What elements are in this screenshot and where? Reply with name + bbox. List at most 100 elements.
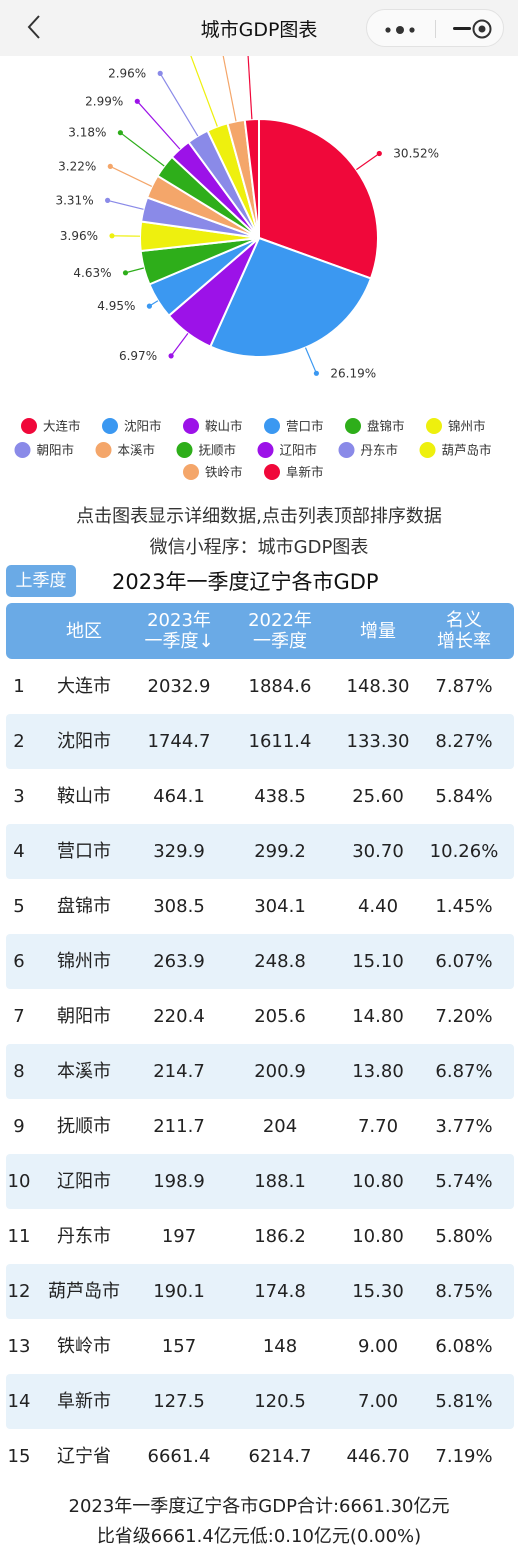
table-row[interactable]: 15 辽宁省 6661.4 6214.7 446.70 7.19% <box>6 1429 514 1484</box>
increase-cell: 25.60 <box>352 786 404 807</box>
increase-cell: 15.10 <box>352 951 404 972</box>
table-row[interactable]: 3 鞍山市 464.1 438.5 25.60 5.84% <box>6 769 514 824</box>
region-cell: 营口市 <box>57 841 111 862</box>
slice-label: 2.96% <box>108 66 146 80</box>
rank-cell: 3 <box>13 786 25 807</box>
legend-label: 营口市 <box>286 419 324 434</box>
legend-label: 朝阳市 <box>37 443 75 458</box>
growth-rate-cell: 10.26% <box>429 841 499 862</box>
legend-item[interactable]: 盘锦市 <box>345 418 405 434</box>
legend-item[interactable]: 沈阳市 <box>102 418 162 434</box>
table-row[interactable]: 2 沈阳市 1744.7 1611.4 133.30 8.27% <box>6 714 514 769</box>
table-row[interactable]: 12 葫芦岛市 190.1 174.8 15.30 8.75% <box>6 1264 514 1319</box>
header-region[interactable]: 地区 <box>66 620 102 642</box>
growth-rate-cell: 5.80% <box>435 1226 493 1247</box>
increase-cell: 10.80 <box>352 1171 404 1192</box>
top-navigation-bar: 城市GDP图表 <box>0 0 518 56</box>
legend-item[interactable]: 丹东市 <box>338 442 399 458</box>
legend-item[interactable]: 本溪市 <box>95 442 156 458</box>
region-cell: 朝阳市 <box>57 1006 111 1027</box>
legend-label: 鞍山市 <box>205 419 243 434</box>
rank-cell: 8 <box>13 1061 25 1082</box>
table-row[interactable]: 11 丹东市 197 186.2 10.80 5.80% <box>6 1209 514 1264</box>
gdp-2023-cell: 214.7 <box>153 1061 205 1082</box>
growth-rate-cell: 8.75% <box>435 1281 493 1302</box>
region-cell: 阜新市 <box>57 1391 111 1412</box>
table-row[interactable]: 4 营口市 329.9 299.2 30.70 10.26% <box>6 824 514 879</box>
previous-quarter-button[interactable]: 上季度 <box>6 565 76 597</box>
table-row[interactable]: 6 锦州市 263.9 248.8 15.10 6.07% <box>6 934 514 989</box>
gdp-pie-chart[interactable]: 30.52% 26.19% 6.97% 4.95% 4.63% 3.96% 3.31% 3.2… <box>0 56 518 496</box>
legend-label: 锦州市 <box>448 419 486 434</box>
legend-item[interactable]: 阜新市 <box>264 464 324 480</box>
region-cell: 丹东市 <box>57 1226 111 1247</box>
growth-rate-cell: 7.19% <box>435 1446 493 1467</box>
leader-dot <box>105 197 111 203</box>
leader-dot <box>157 70 163 76</box>
leader-line <box>107 199 144 210</box>
capsule-divider <box>435 20 436 38</box>
growth-rate-cell: 5.74% <box>435 1171 493 1192</box>
header-growth-rate[interactable]: 名义 增长率 <box>437 610 491 652</box>
pie-slice[interactable] <box>208 236 373 358</box>
legend-label: 辽阳市 <box>280 443 318 458</box>
region-cell: 葫芦岛市 <box>48 1281 120 1302</box>
gdp-2023-cell: 1744.7 <box>147 731 211 752</box>
minimize-icon[interactable] <box>453 27 471 30</box>
table-row[interactable]: 1 大连市 2032.9 1884.6 148.30 7.87% <box>6 659 514 714</box>
legend-swatch <box>14 442 31 458</box>
gdp-2023-cell: 308.5 <box>153 896 205 917</box>
legend-item[interactable]: 锦州市 <box>426 418 486 434</box>
table-row[interactable]: 8 本溪市 214.7 200.9 13.80 6.87% <box>6 1044 514 1099</box>
pie-slice[interactable] <box>258 117 379 280</box>
leader-line <box>110 165 153 187</box>
back-arrow-icon[interactable] <box>20 12 50 42</box>
table-row[interactable]: 7 朝阳市 220.4 205.6 14.80 7.20% <box>6 989 514 1044</box>
increase-cell: 148.30 <box>346 676 410 697</box>
legend-swatch <box>264 418 280 434</box>
rank-cell: 11 <box>7 1226 31 1247</box>
increase-cell: 7.00 <box>357 1391 399 1412</box>
legend-swatch <box>183 418 199 434</box>
growth-rate-cell: 5.81% <box>435 1391 493 1412</box>
legend-swatch <box>345 418 361 434</box>
region-cell: 辽阳市 <box>57 1171 111 1192</box>
table-row[interactable]: 5 盘锦市 308.5 304.1 4.40 1.45% <box>6 879 514 934</box>
legend-item[interactable]: 朝阳市 <box>14 442 75 458</box>
difference-summary: 比省级6661.4亿元低:0.10亿元(0.00%) <box>96 1526 422 1547</box>
more-icon[interactable] <box>384 26 418 34</box>
rank-cell: 6 <box>13 951 25 972</box>
legend-item[interactable]: 营口市 <box>264 418 324 434</box>
legend-item[interactable]: 葫芦岛市 <box>419 442 492 458</box>
table-row[interactable]: 14 阜新市 127.5 120.5 7.00 5.81% <box>6 1374 514 1429</box>
gdp-table: 地区 2023年 一季度↓ 2022年 一季度 增量 名义 增长率 1 大连市 2032.… <box>6 603 514 1484</box>
gdp-2023-cell: 198.9 <box>153 1171 205 1192</box>
legend-label: 抚顺市 <box>199 443 237 458</box>
table-row[interactable]: 13 铁岭市 157 148 9.00 6.08% <box>6 1319 514 1374</box>
close-icon[interactable] <box>472 19 492 39</box>
slice-label: 4.63% <box>73 266 111 280</box>
legend-swatch <box>338 442 355 458</box>
header-2023q1[interactable]: 2023年 一季度↓ <box>144 610 214 652</box>
legend-swatch <box>264 464 280 480</box>
table-row[interactable]: 9 抚顺市 211.7 204 7.70 3.77% <box>6 1099 514 1154</box>
legend-item[interactable]: 铁岭市 <box>183 464 243 480</box>
legend-item[interactable]: 抚顺市 <box>176 442 237 458</box>
increase-cell: 10.80 <box>352 1226 404 1247</box>
legend-item[interactable]: 鞍山市 <box>183 418 243 434</box>
table-body: 1 大连市 2032.9 1884.6 148.30 7.87% 2 沈阳市 1744.7 161… <box>6 659 514 1484</box>
growth-rate-cell: 1.45% <box>435 896 493 917</box>
table-row[interactable]: 10 辽阳市 198.9 188.1 10.80 5.74% <box>6 1154 514 1209</box>
legend-label: 本溪市 <box>118 443 156 458</box>
legend-item[interactable]: 辽阳市 <box>257 442 318 458</box>
header-2022q1[interactable]: 2022年 一季度 <box>248 610 312 652</box>
header-increase[interactable]: 增量 <box>360 620 396 642</box>
pie-chart-svg[interactable]: 30.52% 26.19% 6.97% 4.95% 4.63% 3.96% 3.31% 3.2… <box>0 56 518 496</box>
legend-item[interactable]: 大连市 <box>21 418 81 434</box>
gdp-2022-cell: 205.6 <box>254 1006 306 1027</box>
leader-line <box>304 347 317 374</box>
legend-swatch <box>95 442 112 458</box>
pie-slice[interactable] <box>243 117 260 239</box>
gdp-2022-cell: 299.2 <box>254 841 306 862</box>
mini-program-name: 微信小程序：城市GDP图表 <box>149 537 369 558</box>
